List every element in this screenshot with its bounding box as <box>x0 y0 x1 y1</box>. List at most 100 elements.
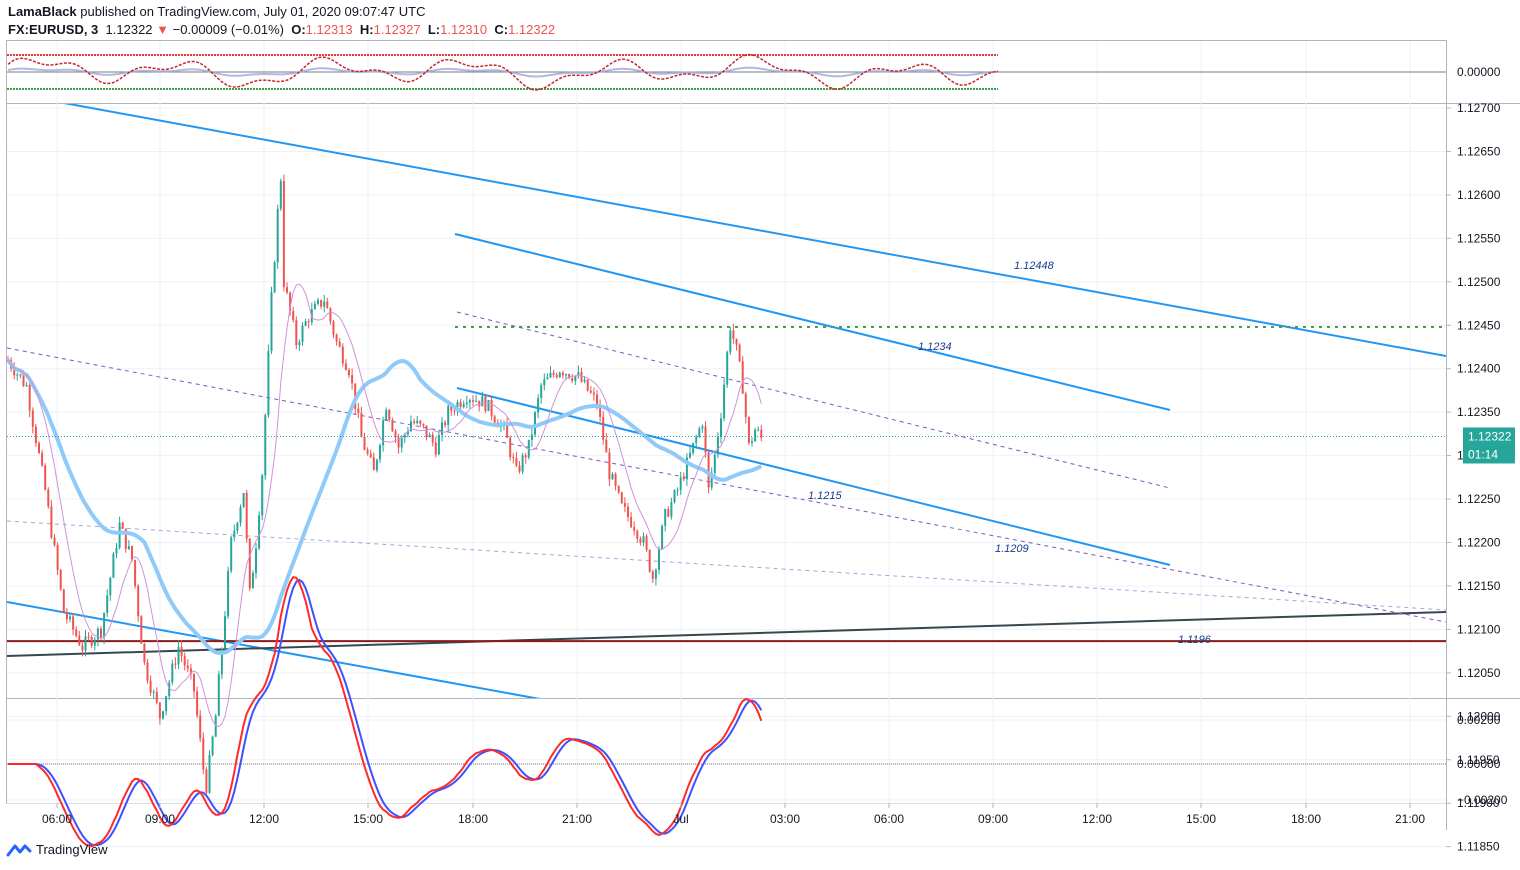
candle-body <box>729 330 732 353</box>
candle <box>695 434 698 449</box>
candle-body <box>140 616 143 644</box>
candle-body <box>596 394 598 406</box>
candle-body <box>16 374 19 376</box>
candle-body <box>400 437 403 448</box>
mid-dashed-line-2 <box>456 311 1171 489</box>
candle <box>527 439 530 460</box>
candle <box>143 643 146 666</box>
candle-body <box>565 374 567 376</box>
moving-average-slow <box>6 358 763 655</box>
brand-name[interactable]: TradingView <box>36 842 108 857</box>
candle-body <box>13 368 16 376</box>
candle-body <box>428 434 431 438</box>
candle <box>741 355 744 394</box>
candle <box>41 449 44 468</box>
candle <box>146 658 149 684</box>
candle <box>586 379 589 392</box>
candle-body <box>25 385 28 387</box>
candle <box>168 679 171 700</box>
candle <box>59 568 62 591</box>
candle <box>676 487 679 496</box>
candle-body <box>738 344 741 362</box>
candle-body <box>394 431 397 438</box>
macd-signal-line <box>8 578 763 847</box>
candle <box>444 420 447 428</box>
candle <box>645 533 648 553</box>
candle <box>617 485 620 494</box>
candle <box>521 452 524 475</box>
candle <box>580 367 583 383</box>
candle-body <box>158 702 161 719</box>
author-name[interactable]: LamaBlack <box>8 4 77 19</box>
candle <box>348 367 350 379</box>
candle <box>245 489 248 543</box>
candle <box>360 406 363 438</box>
close-value: 1.12322 <box>508 22 556 37</box>
candle-body <box>332 321 335 335</box>
price-axis[interactable]: 1.12700 1.12650 1.12600 1.12550 1.12500 1.124… <box>1446 65 1515 854</box>
candle <box>413 418 416 425</box>
candle-body <box>537 398 540 413</box>
candle-body <box>571 378 574 381</box>
candle <box>571 374 574 384</box>
candle-body <box>667 509 670 517</box>
candle-body <box>28 385 31 411</box>
candle-body <box>692 442 695 453</box>
candle <box>738 343 741 363</box>
candle-body <box>270 292 273 352</box>
y-tick-label: 1.12250 <box>1457 492 1501 506</box>
candle-body <box>707 452 710 488</box>
candle <box>267 344 270 418</box>
candle <box>369 449 372 459</box>
candle <box>193 673 195 698</box>
candle-body <box>732 330 735 339</box>
x-tick-label: 18:00 <box>1291 812 1321 826</box>
candle <box>592 387 595 401</box>
candle-body <box>34 426 37 444</box>
candle-body <box>227 570 230 617</box>
candle-body <box>273 262 276 293</box>
candle <box>186 659 189 673</box>
candle-body <box>230 537 233 571</box>
drawings <box>7 104 1446 698</box>
candle <box>577 365 580 379</box>
candle <box>90 634 93 649</box>
inner-channel-bottom <box>456 387 1171 566</box>
symbol-name[interactable]: FX:EURUSD, 3 <box>8 22 99 37</box>
candle-body <box>286 287 288 293</box>
current-price-tag: 1.12322 01:14 <box>1463 427 1515 464</box>
candle-body <box>599 405 602 417</box>
candle-body <box>19 374 22 376</box>
osc-signal-line <box>7 66 999 78</box>
candle-body <box>115 547 118 554</box>
candle <box>661 524 664 551</box>
candle <box>50 499 53 540</box>
time-axis[interactable]: 06:00 09:00 12:00 15:00 18:00 21:00 Jul 03:00 06… <box>42 803 1425 826</box>
y-tick-label: 1.12400 <box>1457 362 1501 376</box>
y-tick-label: 1.12150 <box>1457 579 1501 593</box>
candle <box>670 497 673 520</box>
candle-body <box>716 437 719 455</box>
candle <box>242 492 245 508</box>
y-tick-label: 1.11950 <box>1457 753 1500 767</box>
candle-body <box>152 691 155 693</box>
candle <box>713 453 716 479</box>
candle-body <box>509 437 512 458</box>
candle <box>189 663 192 680</box>
candle-body <box>530 434 533 440</box>
candle-body <box>385 409 388 421</box>
candle-body <box>645 536 648 550</box>
last-price: 1.12322 <box>105 22 153 37</box>
candle <box>121 521 124 529</box>
candle-body <box>558 372 561 378</box>
candle <box>53 534 56 547</box>
candle-body <box>47 489 50 507</box>
osc-y-label: 0.00000 <box>1457 65 1501 79</box>
candle-body <box>211 736 214 755</box>
candle <box>298 339 301 351</box>
candle-body <box>329 308 332 322</box>
candle <box>744 391 747 424</box>
candle-body <box>695 436 698 443</box>
candle-body <box>462 404 465 407</box>
